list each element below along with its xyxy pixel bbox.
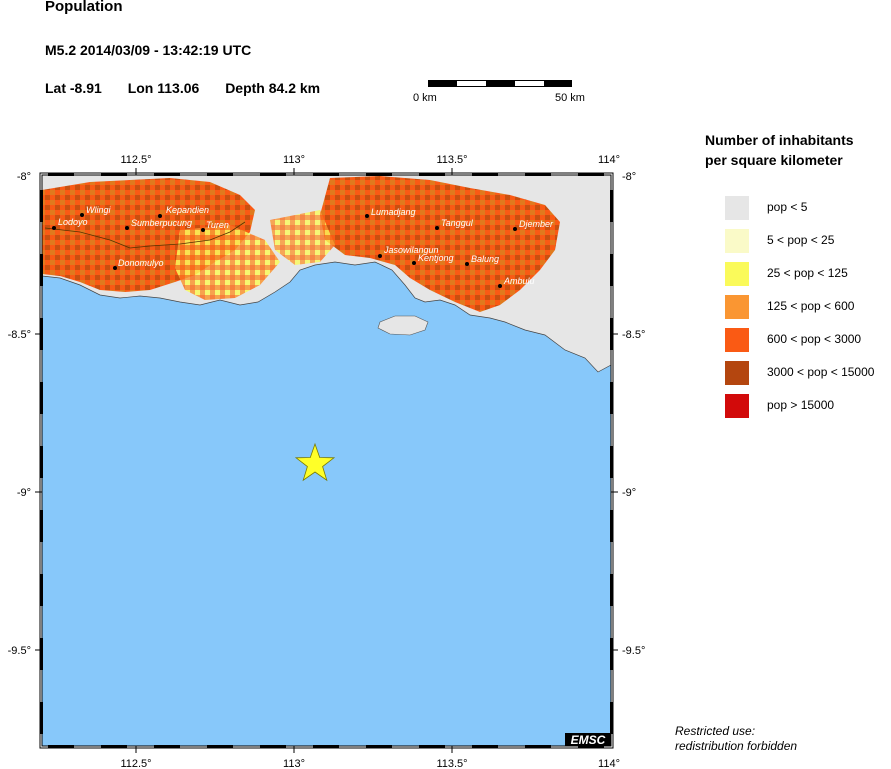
emsc-watermark: EMSC <box>571 733 606 747</box>
town-label: Turen <box>206 220 229 230</box>
town-dot <box>52 226 56 230</box>
legend-item: 5 < pop < 25 <box>725 229 891 253</box>
town-dot <box>80 213 84 217</box>
legend-swatch <box>725 394 749 418</box>
town-dot <box>378 254 382 258</box>
legend-label: 25 < pop < 125 <box>767 266 848 280</box>
town-label: Lumadjang <box>371 207 416 217</box>
town-label: Donomulyo <box>118 258 164 268</box>
town-label: Balung <box>471 254 499 264</box>
scale-bar <box>428 80 572 87</box>
bottom-lon-label: 113.5° <box>436 758 467 769</box>
top-lon-label: 112.5° <box>120 154 151 166</box>
town-labels: Lodoyo Wlingi Kepandien Sumberpucung Tur… <box>58 205 554 286</box>
right-lat-label: -8° <box>622 171 636 183</box>
right-lat-label: -8.5° <box>622 329 645 341</box>
town-dot <box>158 214 162 218</box>
town-dot <box>125 226 129 230</box>
legend-title-line1: Number of inhabitants <box>705 132 854 148</box>
town-label: Wlingi <box>86 205 112 215</box>
legend-label: 5 < pop < 25 <box>767 233 835 247</box>
scale-start-label: 0 km <box>413 92 437 104</box>
town-dot <box>465 262 469 266</box>
town-label: Kepandien <box>166 205 209 215</box>
bottom-lon-label: 114° <box>598 758 620 769</box>
population-west-fringe <box>175 225 280 300</box>
legend-item: 125 < pop < 600 <box>725 295 891 319</box>
legend-label: 3000 < pop < 15000 <box>767 365 875 379</box>
legend-swatch <box>725 196 749 220</box>
legend-label: pop < 5 <box>767 200 808 214</box>
top-lon-label: 114° <box>598 154 620 166</box>
restriction-notice: Restricted use: redistribution forbidden <box>675 724 797 754</box>
top-lon-label: 113° <box>283 154 305 166</box>
population-east <box>320 176 560 312</box>
town-label: Lodoyo <box>58 217 88 227</box>
right-lat-label: -9.5° <box>622 645 645 657</box>
town-markers <box>52 213 517 288</box>
river <box>44 221 246 249</box>
town-dot <box>435 226 439 230</box>
legend-swatch <box>725 361 749 385</box>
town-dot <box>201 228 205 232</box>
right-lat-label: -9° <box>622 487 636 499</box>
town-label: Kentjong <box>418 253 454 263</box>
left-lat-label: -8° <box>17 171 31 183</box>
restriction-line2: redistribution forbidden <box>675 739 798 753</box>
legend-label: pop > 15000 <box>767 398 835 412</box>
bottom-lon-label: 112.5° <box>120 758 151 769</box>
left-lat-label: -8.5° <box>8 329 31 341</box>
legend-item: 600 < pop < 3000 <box>725 328 891 352</box>
event-info: M5.2 2014/03/09 - 13:42:19 UTC <box>45 42 252 58</box>
town-dot <box>498 284 502 288</box>
event-coordinates: Lat -8.91 Lon 113.06 Depth 84.2 km <box>45 80 342 96</box>
legend-item: 25 < pop < 125 <box>725 262 891 286</box>
left-lat-label: -9.5° <box>8 645 31 657</box>
restriction-line1: Restricted use: <box>675 724 756 738</box>
legend-swatch <box>725 328 749 352</box>
legend-item: 3000 < pop < 15000 <box>725 361 891 385</box>
coastline <box>42 261 611 373</box>
legend-label: 125 < pop < 600 <box>767 299 855 313</box>
bottom-lon-label: 113° <box>283 758 305 769</box>
island <box>377 315 429 336</box>
town-label: Jasowilangun <box>383 245 439 255</box>
watermark-box <box>565 733 611 746</box>
map-frame <box>35 168 618 753</box>
town-dot <box>513 227 517 231</box>
depth-value: Depth 84.2 km <box>225 80 321 96</box>
axis-labels: 112.5° 113° 113.5° 114° 112.5° 113° 113.… <box>8 154 646 769</box>
legend-item: pop > 15000 <box>725 394 891 418</box>
top-lon-label: 113.5° <box>436 154 467 166</box>
legend-swatch <box>725 295 749 319</box>
legend-title-line2: per square kilometer <box>705 152 843 168</box>
town-label: Tanggul <box>441 218 474 228</box>
legend-title: Number of inhabitants per square kilomet… <box>705 130 854 170</box>
latitude-value: Lat -8.91 <box>45 80 102 96</box>
town-label: Sumberpucung <box>131 218 192 228</box>
legend-item: pop < 5 <box>725 196 891 220</box>
legend-swatch <box>725 262 749 286</box>
town-label: Ambulu <box>503 276 535 286</box>
population-east-fringe <box>270 210 335 265</box>
legend-swatch <box>725 229 749 253</box>
town-dot <box>365 214 369 218</box>
longitude-value: Lon 113.06 <box>127 80 200 96</box>
town-label: Djember <box>519 219 554 229</box>
epicenter-star-icon <box>294 442 336 482</box>
map-title: Population <box>45 0 123 15</box>
left-lat-label: -9° <box>17 487 31 499</box>
town-dot <box>113 266 117 270</box>
town-dot <box>412 261 416 265</box>
legend-label: 600 < pop < 3000 <box>767 332 862 346</box>
scale-end-label: 50 km <box>555 92 585 104</box>
